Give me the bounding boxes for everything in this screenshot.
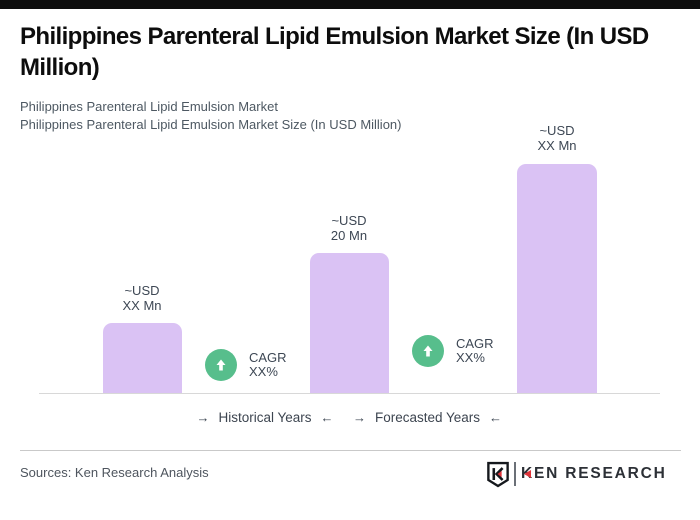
ken-research-logo: KEN RESEARCH — [487, 460, 667, 488]
period-label-historical: → Historical Years ← — [180, 410, 350, 425]
bar-value-label: ~USD XX Mn — [122, 283, 162, 313]
logo-wordmark: KEN RESEARCH — [521, 465, 667, 482]
cagr-up-circle — [412, 335, 444, 367]
arrow-right-icon: → — [352, 410, 366, 425]
x-axis-line — [39, 393, 660, 394]
top-accent-bar — [0, 0, 700, 9]
cagr-text: CAGR XX% — [456, 335, 494, 365]
period-label-text: Historical Years — [218, 410, 312, 425]
cagr-text: CAGR XX% — [249, 349, 287, 379]
footer-divider — [20, 450, 681, 451]
cagr-badge: CAGR XX% — [412, 335, 494, 367]
arrow-up-icon — [216, 359, 226, 371]
subtitle-line-2: Philippines Parenteral Lipid Emulsion Ma… — [20, 117, 402, 132]
ken-shield-icon — [487, 461, 509, 487]
cagr-badge: CAGR XX% — [205, 349, 287, 381]
cagr-up-circle — [205, 349, 237, 381]
subtitle-line-1: Philippines Parenteral Lipid Emulsion Ma… — [20, 99, 278, 114]
period-label-forecasted: → Forecasted Years ← — [340, 410, 515, 425]
arrow-up-icon — [423, 345, 433, 357]
sources-text: Sources: Ken Research Analysis — [20, 465, 209, 480]
logo-k-accent-icon — [524, 470, 531, 478]
period-label-text: Forecasted Years — [374, 410, 481, 425]
logo-separator — [514, 462, 516, 486]
bar-mid — [310, 253, 389, 394]
arrow-left-icon: ← — [489, 410, 503, 425]
page-title: Philippines Parenteral Lipid Emulsion Ma… — [20, 23, 649, 81]
arrow-left-icon: ← — [320, 410, 334, 425]
bar-value-label: ~USD 20 Mn — [330, 213, 368, 243]
arrow-right-icon: → — [196, 410, 210, 425]
subtitle: Philippines Parenteral Lipid Emulsion Ma… — [20, 98, 580, 134]
bar-forecast — [517, 164, 597, 394]
bar-historical — [103, 323, 182, 394]
bar-value-label: ~USD XX Mn — [537, 123, 577, 153]
